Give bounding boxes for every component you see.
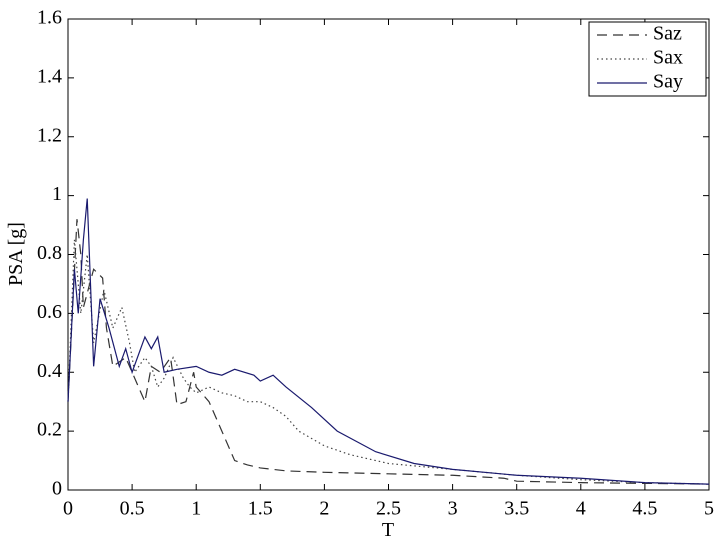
x-tick-label: 1 [191,498,201,520]
y-axis-label: PSA [g] [5,222,27,286]
y-tick-label: 0.2 [37,419,62,441]
x-tick-label: 1.5 [248,498,273,520]
y-tick-label: 0.6 [37,301,62,323]
y-tick-label: 0.4 [37,360,62,382]
x-tick-label: 0.5 [120,498,145,520]
legend-box [588,21,707,97]
x-tick-label: 3.5 [504,498,529,520]
x-tick-label: 2.5 [376,498,401,520]
y-tick-label: 0.8 [37,242,62,264]
y-tick-label: 0 [52,478,62,500]
legend-label: Saz [653,23,682,45]
legend-label: Sax [653,47,683,69]
x-tick-label: 0 [63,498,73,520]
y-tick-label: 1.2 [37,124,62,146]
legend-label: Say [653,71,683,93]
x-tick-label: 3 [448,498,458,520]
y-tick-label: 1.6 [37,7,62,29]
x-tick-label: 5 [704,498,714,520]
y-tick-label: 1.4 [37,65,62,87]
series-line [67,239,710,485]
series-line [67,198,710,485]
x-tick-label: 4.5 [632,498,657,520]
series-line [67,219,710,485]
x-axis-label: T [382,519,394,541]
x-tick-label: 2 [319,498,329,520]
x-tick-label: 4 [576,498,586,520]
y-tick-label: 1 [52,183,62,205]
